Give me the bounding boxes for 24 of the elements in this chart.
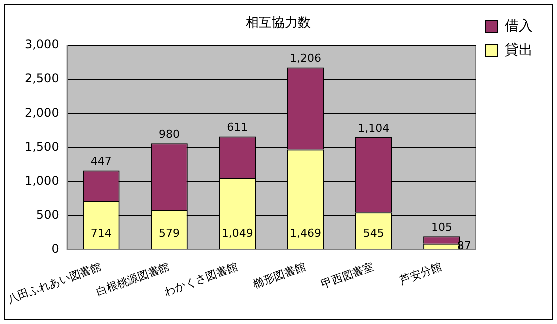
x-tick-label: 櫛形図書館	[252, 260, 308, 292]
data-label: 714	[90, 227, 112, 240]
data-label: 105	[431, 221, 452, 234]
y-tick-label: 500	[36, 208, 60, 222]
data-label: 447	[90, 155, 112, 168]
y-tick-label: 2,500	[24, 72, 60, 86]
data-label: 579	[159, 227, 180, 240]
data-label: 1,469	[290, 227, 322, 240]
data-label: 611	[227, 121, 248, 134]
y-tick-label: 3,000	[24, 38, 60, 52]
y-tick-label: 2,000	[24, 106, 60, 120]
data-label: 1,104	[358, 122, 390, 135]
data-label: 1,049	[222, 227, 254, 240]
legend-label: 貸出	[505, 42, 533, 59]
y-tick-label: 1,500	[24, 140, 60, 154]
chart-title: 相互協力数	[246, 16, 311, 32]
data-label: 545	[363, 227, 384, 240]
y-tick-label: 0	[52, 242, 60, 256]
data-label: 1,206	[290, 52, 322, 66]
legend-label: 借入	[505, 18, 533, 35]
x-tick-label: 芦安分館	[398, 260, 444, 288]
x-tick-label: 甲西図書室	[320, 260, 376, 292]
data-label: 980	[159, 128, 180, 142]
y-tick-label: 1,000	[24, 174, 60, 188]
